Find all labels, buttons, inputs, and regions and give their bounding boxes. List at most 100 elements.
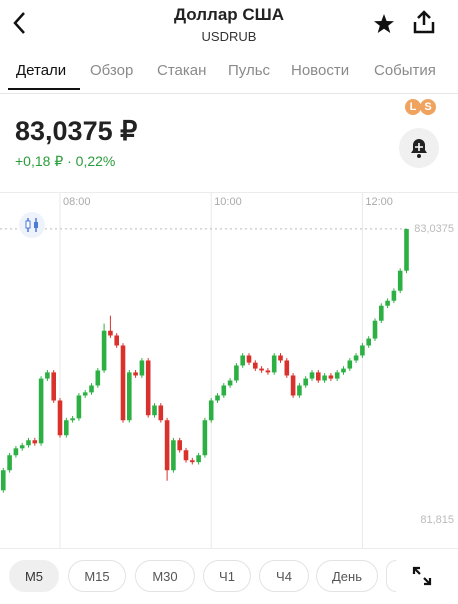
- candle-body: [95, 370, 101, 386]
- candle-body: [372, 320, 378, 339]
- x-tick-label: 08:00: [63, 196, 91, 208]
- candle-body: [303, 378, 308, 386]
- candle-body: [221, 385, 227, 396]
- tab[interactable]: Обзор: [90, 62, 134, 79]
- candle-body: [196, 455, 201, 463]
- candle-body: [32, 440, 38, 444]
- candle-body: [164, 420, 170, 471]
- candle-body: [265, 370, 271, 373]
- candle-body: [278, 355, 283, 361]
- candle-body: [38, 378, 44, 444]
- candle-body: [133, 372, 138, 376]
- candle-body: [70, 418, 75, 421]
- candle-body: [158, 405, 164, 421]
- timeframe-button[interactable]: День: [316, 560, 378, 592]
- candle-body: [13, 448, 19, 456]
- divider: [0, 192, 458, 193]
- candle-body: [171, 440, 176, 471]
- y-tick-label: 81,815: [420, 514, 454, 526]
- candlestick-chart: 08:00 10:00 12:00 83,0375 81,815: [0, 193, 454, 548]
- candle-body: [391, 290, 397, 301]
- ticker: USDRUB: [201, 29, 257, 44]
- candle-body: [366, 338, 371, 346]
- candle-body: [145, 360, 151, 416]
- candle-body: [101, 330, 107, 371]
- badge: L: [405, 99, 421, 115]
- candle-body: [385, 300, 390, 306]
- candle-body: [297, 385, 302, 396]
- price: 83,0375 ₽: [15, 116, 138, 146]
- tab[interactable]: События: [374, 62, 436, 79]
- title: Доллар США: [173, 5, 285, 24]
- candle-body: [120, 345, 126, 421]
- back-button[interactable]: [10, 10, 30, 36]
- candle-body: [152, 405, 157, 416]
- candle-body: [45, 372, 50, 379]
- candle-body: [208, 400, 214, 421]
- candle-body: [397, 270, 403, 291]
- candle-body: [82, 392, 88, 396]
- candle-body: [253, 362, 258, 369]
- candle-body: [360, 345, 365, 356]
- active-tab-underline: [8, 88, 80, 90]
- candle-body: [26, 440, 31, 446]
- timeframe-button[interactable]: Ч4: [259, 560, 309, 592]
- candle-body: [309, 372, 315, 379]
- candle-body: [227, 380, 233, 386]
- candle-body: [64, 420, 69, 436]
- timeframe-button[interactable]: M30: [135, 560, 195, 592]
- candle-body: [89, 385, 94, 393]
- timeframe-button[interactable]: Ч1: [203, 560, 251, 592]
- alert-button[interactable]: [398, 127, 440, 169]
- candle-body: [183, 450, 189, 461]
- candle-body: [57, 400, 63, 436]
- candle-body: [240, 355, 245, 366]
- x-tick-label: 10:00: [214, 196, 242, 208]
- timeframe-button-partial: [386, 560, 396, 592]
- candle-body: [127, 372, 132, 421]
- candle-body: [290, 375, 296, 396]
- candle-body: [202, 420, 208, 456]
- x-tick-label: 12:00: [365, 196, 393, 208]
- tab[interactable]: Стакан: [157, 62, 207, 79]
- candle-body: [76, 395, 82, 419]
- candle-body: [19, 445, 25, 449]
- candle-body: [234, 365, 239, 381]
- candle-body: [190, 460, 195, 463]
- divider: [0, 93, 458, 94]
- candle-body: [1, 470, 6, 491]
- tab[interactable]: Детали: [16, 62, 67, 79]
- candle-body: [139, 360, 145, 376]
- candle-body: [108, 330, 113, 336]
- candle-body: [114, 335, 119, 346]
- candle-body: [404, 228, 409, 271]
- candle-body: [322, 375, 327, 381]
- favorite-button[interactable]: [372, 12, 396, 36]
- divider: [0, 548, 458, 549]
- candle-body: [347, 360, 353, 369]
- price-change: +0,18 ₽ · 0,22%: [15, 153, 116, 169]
- candle-body: [316, 372, 321, 381]
- chart-type-button[interactable]: [18, 211, 46, 239]
- tab[interactable]: Новости: [291, 62, 350, 79]
- candle-body: [379, 305, 384, 321]
- candle-body: [353, 355, 359, 361]
- candle-body: [7, 455, 12, 471]
- candle-body: [51, 372, 56, 401]
- badge: S: [420, 99, 436, 115]
- share-button[interactable]: [412, 9, 436, 35]
- timeframe-button[interactable]: M15: [68, 560, 126, 592]
- fullscreen-button[interactable]: [410, 564, 434, 588]
- candle-body: [284, 360, 290, 376]
- candle-body: [259, 368, 264, 371]
- y-tick-label: 83,0375: [414, 223, 454, 235]
- candle-body: [271, 355, 277, 373]
- candle-body: [341, 368, 346, 373]
- candle-body: [246, 355, 252, 363]
- candle-body: [328, 375, 334, 379]
- candle-body: [215, 395, 220, 401]
- tab[interactable]: Пульс: [228, 62, 271, 79]
- candle-body: [177, 440, 182, 451]
- timeframe-button[interactable]: M5: [9, 560, 59, 592]
